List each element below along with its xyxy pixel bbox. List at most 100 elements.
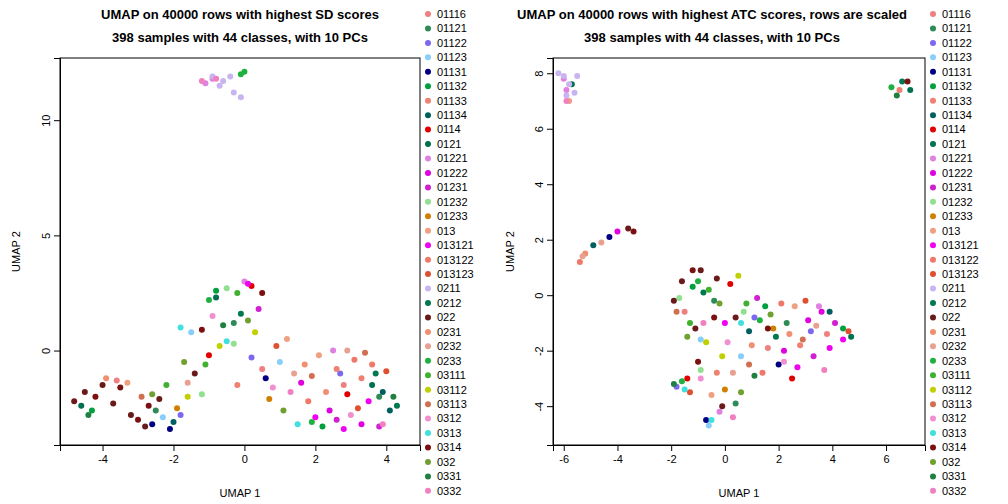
y-tick-label: 5 [40, 233, 52, 239]
y-tick: 6 [533, 126, 553, 132]
legend-marker [930, 11, 936, 17]
series [149, 375, 268, 432]
legend-marker [425, 170, 431, 176]
x-tick: 0 [722, 445, 728, 465]
legend-marker [425, 242, 431, 248]
scatter-point [341, 426, 347, 432]
series [679, 84, 895, 384]
scatter-point [217, 83, 223, 89]
legend-item: 01233 [930, 210, 973, 222]
scatter-point [270, 384, 276, 390]
legend-label: 01133 [437, 95, 467, 107]
legend-label: 0121 [437, 138, 461, 150]
scatter-point [781, 359, 787, 365]
scatter-point [757, 317, 763, 323]
legend-marker [425, 184, 431, 190]
series [149, 318, 286, 414]
legend-item: 0314 [930, 441, 966, 453]
scatter-point [302, 361, 308, 367]
x-tick-mark [564, 445, 565, 451]
legend-label: 01232 [437, 196, 468, 208]
scatter-point [277, 359, 283, 365]
scatter-point [202, 361, 208, 367]
scatter-point [706, 423, 712, 429]
legend-marker [930, 141, 936, 147]
legend-marker [930, 488, 936, 494]
legend-marker [425, 372, 431, 378]
legend-marker [425, 112, 431, 118]
scatter-point [291, 371, 297, 377]
y-tick-label: -4 [533, 402, 545, 412]
scatter-point [905, 79, 911, 85]
y-tick: 4 [533, 182, 553, 188]
series [698, 337, 744, 429]
y-tick-mark [547, 73, 553, 74]
points [71, 69, 400, 432]
scatter-point [319, 424, 325, 430]
series [561, 76, 822, 415]
legend-marker [425, 228, 431, 234]
points [555, 70, 913, 428]
scatter-point [899, 79, 905, 85]
legend-item: 013122 [930, 254, 979, 266]
legend-marker [930, 156, 936, 162]
scatter-point [259, 290, 265, 296]
series [674, 309, 806, 368]
legend-item: 01134 [425, 109, 467, 121]
legend-label: 01133 [942, 95, 972, 107]
scatter-point [366, 398, 372, 404]
legend-marker [930, 473, 936, 479]
series [178, 325, 301, 428]
y-tick-mark [547, 240, 553, 241]
legend-label: 03112 [437, 384, 467, 396]
legend-label: 01221 [942, 152, 973, 164]
scatter-point [800, 337, 806, 343]
y-tick-label: 4 [533, 182, 545, 188]
legend-item: 01122 [930, 37, 972, 49]
x-tick-mark [886, 445, 887, 451]
legend-marker [930, 228, 936, 234]
legend-label: 0312 [437, 412, 461, 424]
scatter-point [727, 281, 733, 287]
series [563, 98, 827, 420]
y-tick: 2 [533, 237, 553, 243]
legend-item: 0332 [425, 485, 461, 497]
scatter-point [821, 367, 827, 373]
x-tick: 0 [242, 445, 248, 465]
legend-item: 0211 [425, 282, 461, 294]
y-tick-label: 0 [40, 348, 52, 354]
scatter-point [719, 353, 725, 359]
scatter-point [566, 81, 572, 87]
legend-marker [425, 141, 431, 147]
scatter-point [574, 73, 580, 79]
legend-marker [930, 83, 936, 89]
legend-marker [930, 300, 936, 306]
x-tick-mark [173, 445, 174, 451]
scatter-point [170, 419, 176, 425]
legend-item: 0332 [930, 485, 966, 497]
scatter-point [784, 320, 790, 326]
scatter-point [227, 73, 233, 79]
series [754, 295, 838, 359]
scatter-point [631, 228, 637, 234]
scatter-point [789, 375, 795, 381]
series [210, 73, 244, 100]
scatter-point [563, 98, 569, 104]
legend-label: 03111 [437, 369, 466, 381]
scatter-point [776, 362, 782, 368]
series [199, 76, 386, 428]
scatter-point [746, 362, 752, 368]
legend-label: 01122 [942, 37, 972, 49]
legend-item: 0211 [930, 282, 966, 294]
scatter-point [682, 309, 688, 315]
y-axis-label: UMAP 2 [504, 231, 516, 272]
legend-marker [930, 98, 936, 104]
scatter-point [259, 366, 265, 372]
axis-line [554, 446, 926, 452]
legend-label: 01131 [942, 66, 972, 78]
legend-label: 01131 [437, 66, 467, 78]
scatter-point [71, 398, 77, 404]
legend-label: 032 [942, 456, 960, 468]
legend-label: 01231 [437, 181, 468, 193]
series [700, 79, 905, 340]
